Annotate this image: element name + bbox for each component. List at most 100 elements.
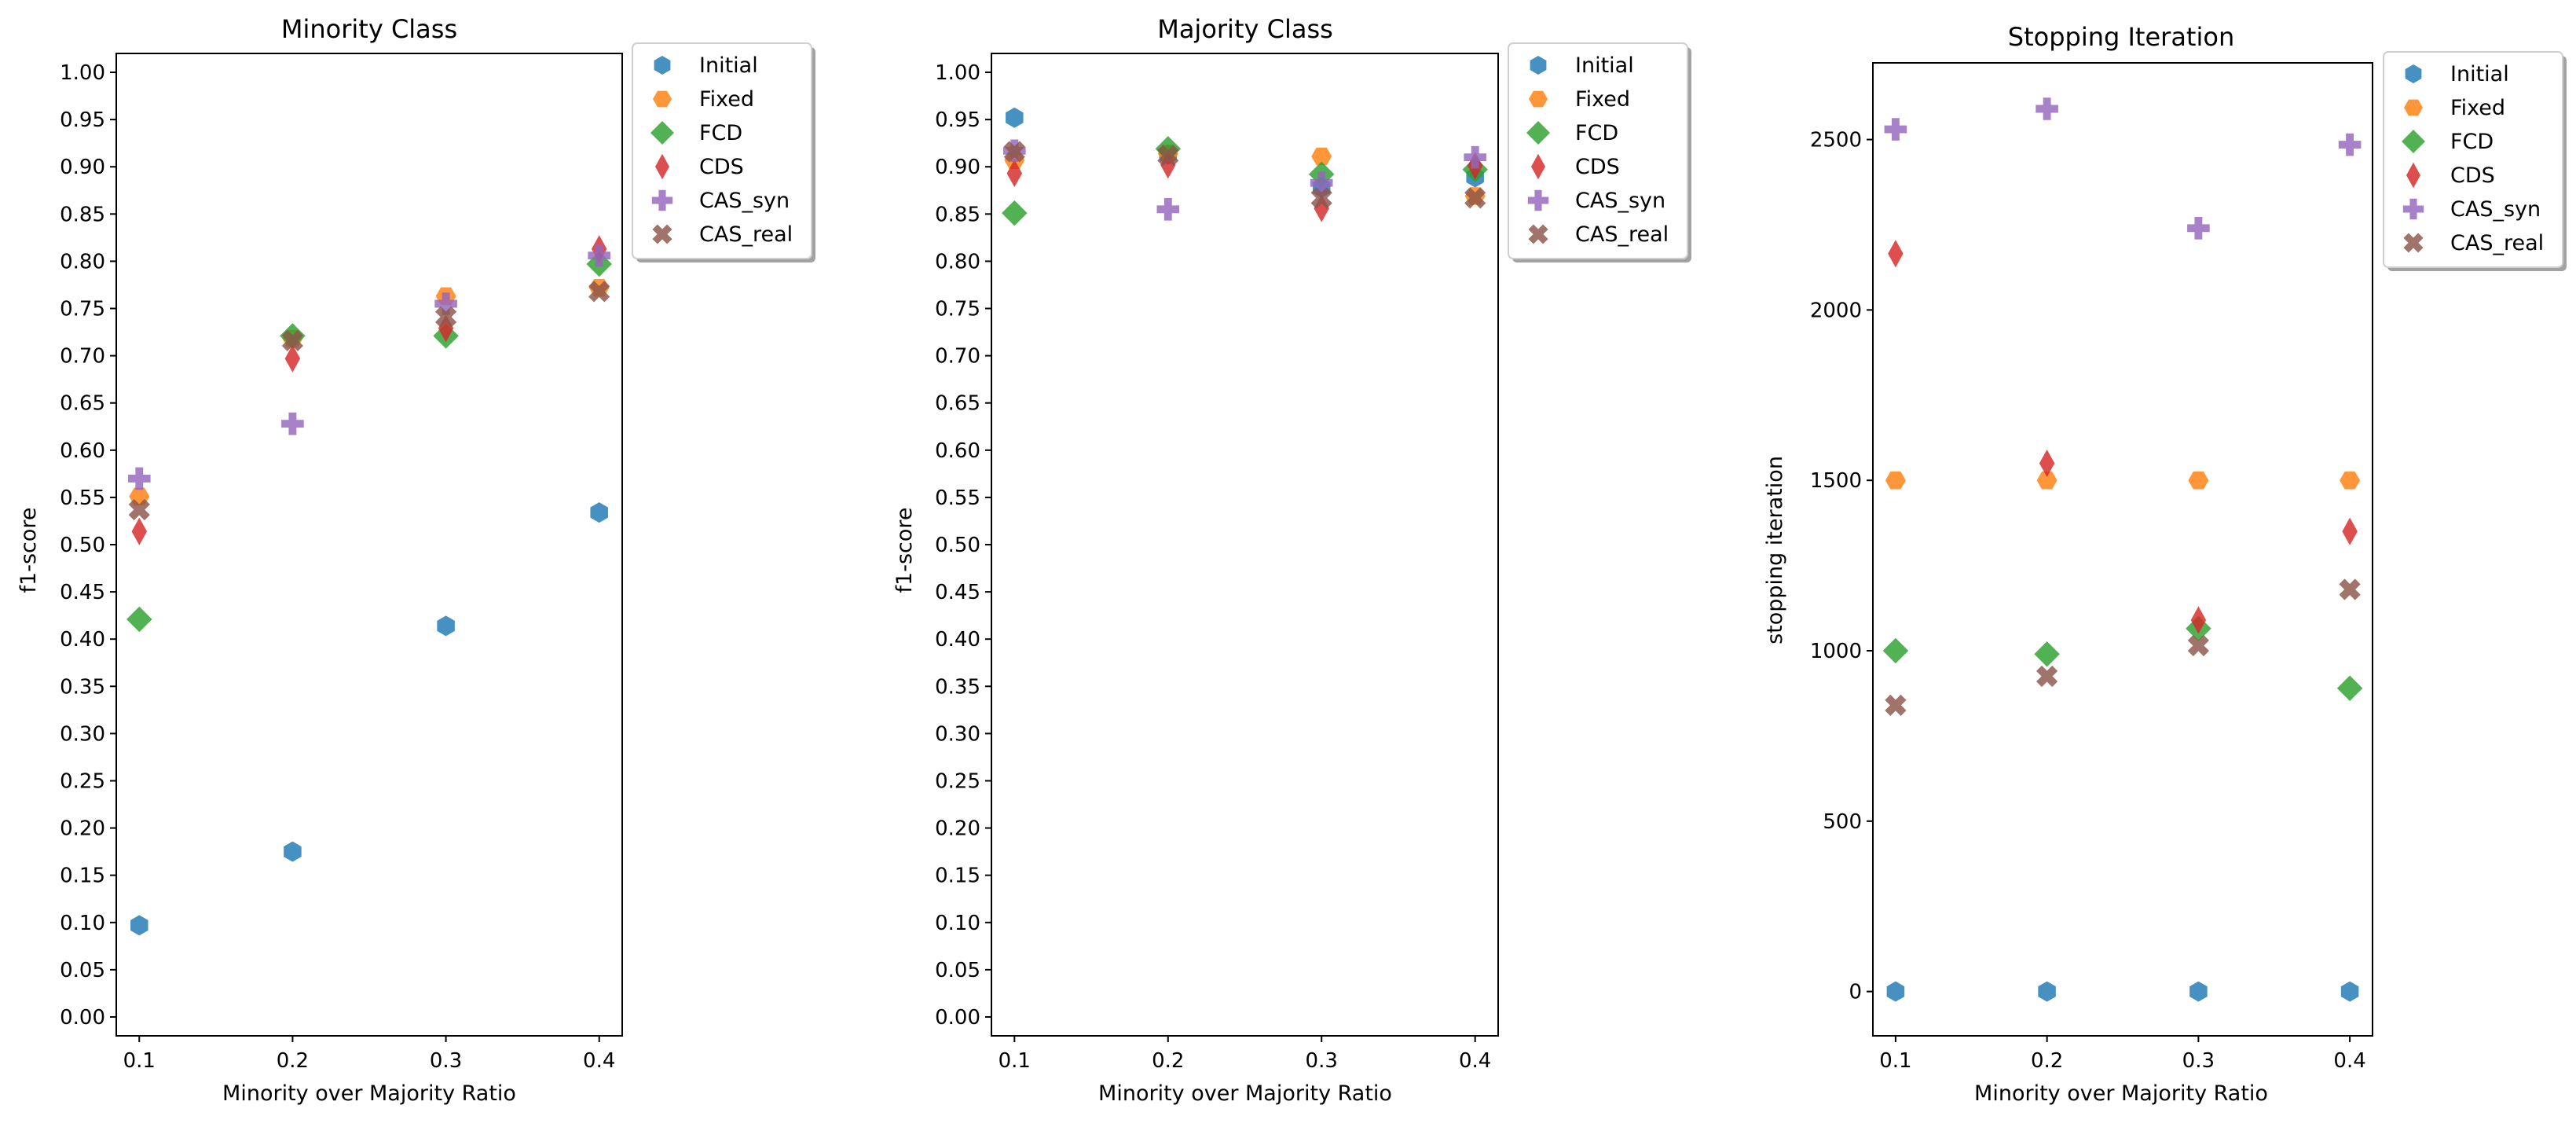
legend-label: CAS_real — [2450, 231, 2544, 255]
data-point — [434, 292, 457, 315]
data-point — [1002, 200, 1028, 226]
legend-marker — [650, 121, 674, 145]
data-point — [2188, 471, 2209, 490]
x-axis-label: Minority over Majority Ratio — [1974, 1081, 2268, 1106]
y-tick-label: 2000 — [1810, 299, 1862, 322]
data-point — [588, 244, 610, 267]
legend-label: Fixed — [699, 87, 754, 112]
legend-label: Fixed — [1575, 87, 1630, 112]
data-point — [588, 281, 610, 303]
series-cas-syn — [1003, 139, 1486, 221]
y-tick-label: 0.65 — [935, 392, 980, 416]
y-tick-label: 0.90 — [935, 156, 980, 179]
data-point — [2339, 578, 2361, 600]
y-tick-label: 0.30 — [60, 722, 105, 746]
chart-title: Majority Class — [1157, 14, 1333, 44]
data-point — [126, 606, 152, 633]
y-tick-label: 0.75 — [60, 298, 105, 321]
legend-label: FCD — [699, 121, 742, 145]
chart-majority-class: Majority Class Minority over Majority Ra… — [892, 14, 1691, 1106]
y-tick-label: 0.35 — [60, 675, 105, 699]
series-fcd — [126, 251, 612, 633]
data-point — [281, 329, 303, 351]
y-tick-label: 0.45 — [935, 581, 980, 604]
data-point — [130, 915, 148, 936]
y-axis-label: stopping iteration — [1763, 456, 1787, 644]
series-initial — [130, 502, 608, 936]
x-tick-label: 0.3 — [1306, 1049, 1338, 1073]
y-tick-label: 0 — [1849, 981, 1862, 1004]
data-point — [1464, 145, 1486, 169]
x-tick-label: 0.1 — [123, 1049, 156, 1073]
series-fixed — [129, 278, 610, 505]
y-tick-label: 0.40 — [935, 628, 980, 652]
legend-marker — [2404, 99, 2423, 116]
series-cas-real — [1885, 578, 2361, 716]
legend-marker — [2402, 130, 2425, 153]
data-point — [131, 517, 148, 545]
x-tick-label: 0.3 — [430, 1049, 462, 1073]
data-point — [1888, 240, 1904, 268]
legend-marker — [1527, 189, 1549, 211]
x-tick-label: 0.2 — [277, 1049, 309, 1073]
y-tick-label: 0.40 — [60, 628, 105, 652]
y-tick-label: 0.75 — [935, 298, 980, 321]
data-point — [590, 502, 608, 523]
legend-label: Fixed — [2450, 96, 2505, 120]
data-point — [128, 498, 150, 521]
y-tick-label: 0.50 — [935, 534, 980, 557]
data-point — [1006, 107, 1024, 128]
legend-label: FCD — [2450, 130, 2494, 154]
series-cds — [131, 235, 607, 545]
data-point — [1311, 147, 1332, 166]
legend-marker — [651, 189, 673, 211]
series-cds — [1006, 151, 1483, 222]
chart-title: Stopping Iteration — [2008, 22, 2234, 52]
y-tick-label: 0.80 — [935, 250, 980, 273]
data-point — [1886, 981, 1905, 1002]
x-tick-label: 0.2 — [1152, 1049, 1184, 1073]
legend-marker — [653, 90, 672, 108]
y-tick-label: 2500 — [1810, 129, 1862, 152]
y-tick-label: 0.90 — [60, 156, 105, 179]
y-tick-label: 0.10 — [935, 912, 980, 935]
legend-label: CAS_syn — [1575, 189, 1665, 213]
legend-label: Initial — [2450, 62, 2509, 86]
legend-label: CAS_real — [699, 222, 793, 247]
data-point — [1160, 151, 1176, 179]
legend-label: CAS_real — [1575, 222, 1669, 247]
y-tick-label: 0.70 — [60, 345, 105, 369]
y-tick-label: 0.10 — [60, 912, 105, 935]
legend-label: CDS — [699, 155, 744, 179]
legend-label: CDS — [2450, 163, 2495, 188]
y-tick-label: 0.80 — [60, 250, 105, 273]
y-tick-label: 0.15 — [935, 865, 980, 888]
data-point — [284, 344, 301, 373]
y-tick-label: 0.70 — [935, 345, 980, 369]
series-fixed — [1004, 145, 1486, 205]
data-point — [284, 841, 302, 862]
plot-area-frame — [1872, 62, 2373, 1037]
y-tick-label: 0.30 — [935, 722, 980, 746]
x-tick-label: 0.1 — [999, 1049, 1031, 1073]
series-cds — [1888, 240, 2358, 634]
data-point — [1314, 194, 1329, 222]
series-cas-real — [128, 281, 610, 521]
y-axis-label: f1-score — [892, 508, 917, 593]
data-point — [2338, 133, 2362, 156]
data-point — [1885, 694, 1907, 716]
y-tick-label: 0.25 — [60, 769, 105, 793]
y-tick-label: 0.55 — [60, 486, 105, 510]
legend-marker — [1528, 224, 1548, 244]
y-tick-label: 0.85 — [935, 203, 980, 226]
data-point — [2034, 641, 2060, 667]
y-tick-label: 0.05 — [935, 959, 980, 982]
x-tick-label: 0.4 — [2333, 1049, 2365, 1073]
series-fixed — [1885, 471, 2361, 490]
y-tick-label: 500 — [1823, 810, 1862, 834]
x-tick-label: 0.3 — [2182, 1049, 2215, 1073]
chart-title: Minority Class — [281, 14, 457, 44]
plot-area-frame — [991, 53, 1499, 1037]
y-tick-label: 0.60 — [60, 439, 105, 463]
data-point — [1885, 471, 1906, 490]
